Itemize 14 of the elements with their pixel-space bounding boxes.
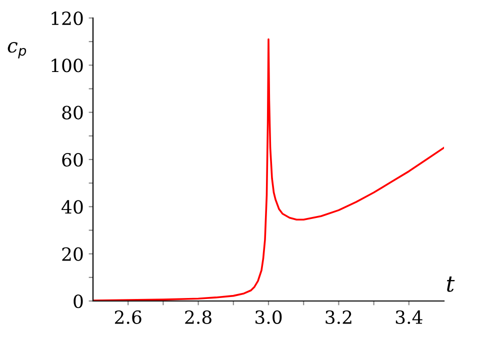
x-tick-label: 3.2 — [326, 310, 352, 324]
x-tick-label: 2.6 — [114, 310, 142, 324]
x-axis-title: t — [446, 276, 455, 292]
y-axis-title: c$_{p}$ — [8, 42, 26, 58]
x-tick-label: 3.0 — [256, 310, 282, 324]
y-tick-label: 60 — [62, 152, 83, 167]
x-tick-label: 2.8 — [185, 310, 212, 324]
y-tick-label: 40 — [62, 200, 83, 214]
y-tick-label: 100 — [52, 58, 83, 72]
y-tick-label: 80 — [62, 106, 83, 120]
y-tick-label: 20 — [62, 247, 83, 261]
x-tick-label: 3.4 — [396, 310, 422, 324]
y-tick-label: 120 — [52, 11, 83, 26]
y-tick-label: 0 — [74, 294, 83, 308]
